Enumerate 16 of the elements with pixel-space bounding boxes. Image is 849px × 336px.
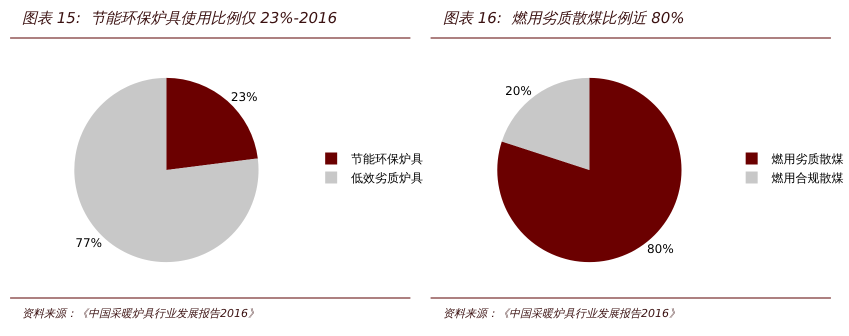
legend-label: 燃用劣质散煤 (772, 152, 844, 166)
data-label: 77% (75, 236, 102, 250)
legend-label: 节能环保炉具 (351, 152, 424, 166)
chart-title: 图表 16: 燃用劣质散煤比例近 80% (443, 9, 685, 27)
legend-label: 低效劣质炉具 (351, 171, 424, 186)
pie-slice (497, 78, 682, 262)
pie-slice (502, 78, 590, 170)
data-label: 23% (230, 90, 258, 104)
pie-slice (166, 78, 258, 170)
chart-title: 图表 15: 节能环保炉具使用比例仅 23%-2016 (22, 9, 338, 27)
data-label: 20% (505, 84, 532, 98)
legend-label: 燃用合规散煤 (772, 171, 844, 186)
text: 资料来源：《中国采暖炉具行业发展报告2016》 (443, 307, 680, 320)
pie-slice (74, 78, 259, 262)
text: 资料来源：《中国采暖炉具行业发展报告2016》 (22, 307, 259, 320)
data-label: 80% (647, 242, 674, 256)
